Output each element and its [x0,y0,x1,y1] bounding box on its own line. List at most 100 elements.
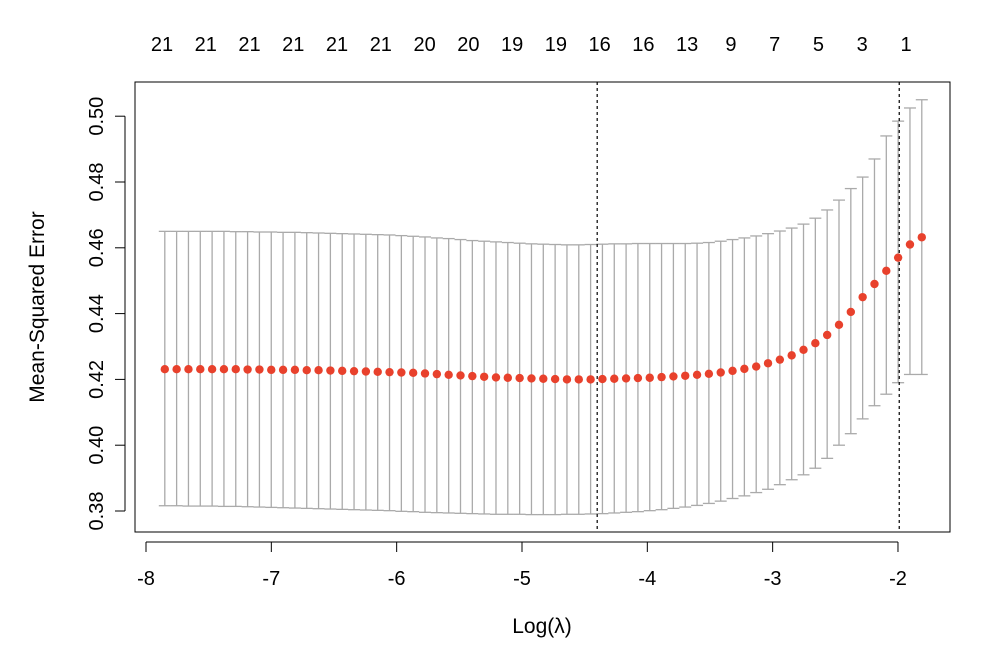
mse-point [527,374,536,383]
mse-point [610,374,619,383]
mse-point [811,339,820,348]
mse-point [373,367,382,377]
mse-point [787,351,796,360]
mse-point [822,330,832,340]
x-tick-label: -5 [513,568,531,590]
y-tick-label: 0.40 [86,426,108,465]
top-axis-label: 9 [725,34,736,56]
mse-point [385,367,394,377]
mse-point [278,365,288,375]
mse-point [314,365,323,375]
mse-point [799,345,808,354]
top-axis-label: 21 [370,34,392,56]
plot-frame [134,81,951,533]
top-axis-label: 16 [589,34,611,56]
mse-point [539,374,548,383]
x-tick-label: -8 [137,568,155,590]
mse-point [444,370,453,379]
mse-point [669,372,678,381]
y-tick-label: 0.42 [86,360,108,399]
mse-point [267,365,276,375]
mse-point [716,368,725,377]
mse-point [893,253,903,262]
top-axis-label: 21 [282,34,304,56]
mse-point [219,365,229,374]
mse-point [172,365,181,374]
top-axis-label: 5 [813,34,824,56]
top-axis-label: 16 [632,34,654,56]
mse-point [550,374,560,384]
mse-point [184,365,193,374]
mse-point [692,370,702,379]
mse-point [432,369,442,379]
top-axis-label: 20 [457,34,479,56]
mse-point [349,366,359,376]
reference-lines [596,82,900,532]
mse-point [255,365,264,374]
mse-point [775,355,785,364]
y-tick-label: 0.38 [86,492,108,531]
mse-point [704,369,714,379]
top-axis-label: 21 [151,34,173,56]
mse-point [586,375,595,384]
x-tick-label: -7 [262,568,280,590]
mse-point [196,365,205,374]
mse-point [408,368,418,378]
mse-point [290,365,300,375]
mse-point [681,371,690,380]
mse-point [562,375,572,384]
mse-point [728,366,737,376]
mse-point [243,365,252,374]
top-axis-label: 21 [238,34,260,56]
mse-point [763,359,773,368]
mse-point [397,368,406,377]
error-bars [158,99,928,516]
mse-point [858,292,867,302]
mse-point [338,366,347,376]
mse-point [468,371,477,381]
mse-point [160,365,169,374]
mse-point [503,373,513,382]
y-tick-label: 0.48 [86,163,108,202]
top-axis-label: 1 [900,34,911,56]
mse-points [160,233,926,384]
mse-point [598,374,607,384]
x-axis-title: Log(λ) [512,615,572,638]
x-tick-label: -2 [889,568,907,590]
mse-point [657,372,666,382]
top-axis-label: 3 [857,34,868,56]
x-tick-label: -6 [388,568,406,590]
y-tick-label: 0.50 [86,97,108,136]
mse-point [231,365,240,374]
top-axis-label: 20 [413,34,435,56]
y-axis-title: Mean-Squared Error [26,211,49,402]
y-tick-label: 0.46 [86,228,108,267]
x-axis: -8 -7 -6 -5 -4 -3 -2 [137,541,907,590]
mse-point [621,374,631,383]
mse-point [905,240,915,249]
x-tick-label: -4 [638,568,656,590]
mse-point [574,375,583,384]
mse-point [917,233,926,242]
x-tick-label: -3 [764,568,782,590]
top-axis-label: 21 [326,34,348,56]
mse-point [752,362,761,371]
mse-point [361,367,371,376]
top-axis-label: 13 [676,34,698,56]
mse-point [882,266,891,276]
mse-point [870,279,879,289]
top-axis-label: 21 [195,34,217,56]
top-axis-label: 19 [545,34,567,56]
mse-point [491,373,501,382]
mse-point [645,373,654,382]
mse-point [479,372,489,381]
mse-point [456,371,465,380]
mse-point [740,364,749,374]
y-tick-label: 0.44 [86,294,108,333]
top-axis-label: 7 [769,34,780,56]
top-axis-label: 19 [501,34,523,56]
mse-point [326,366,335,375]
mse-point [420,369,430,378]
top-axis-labels: 21 21 21 21 21 21 20 20 19 19 16 16 13 9 7 5 3 1 [151,34,912,56]
